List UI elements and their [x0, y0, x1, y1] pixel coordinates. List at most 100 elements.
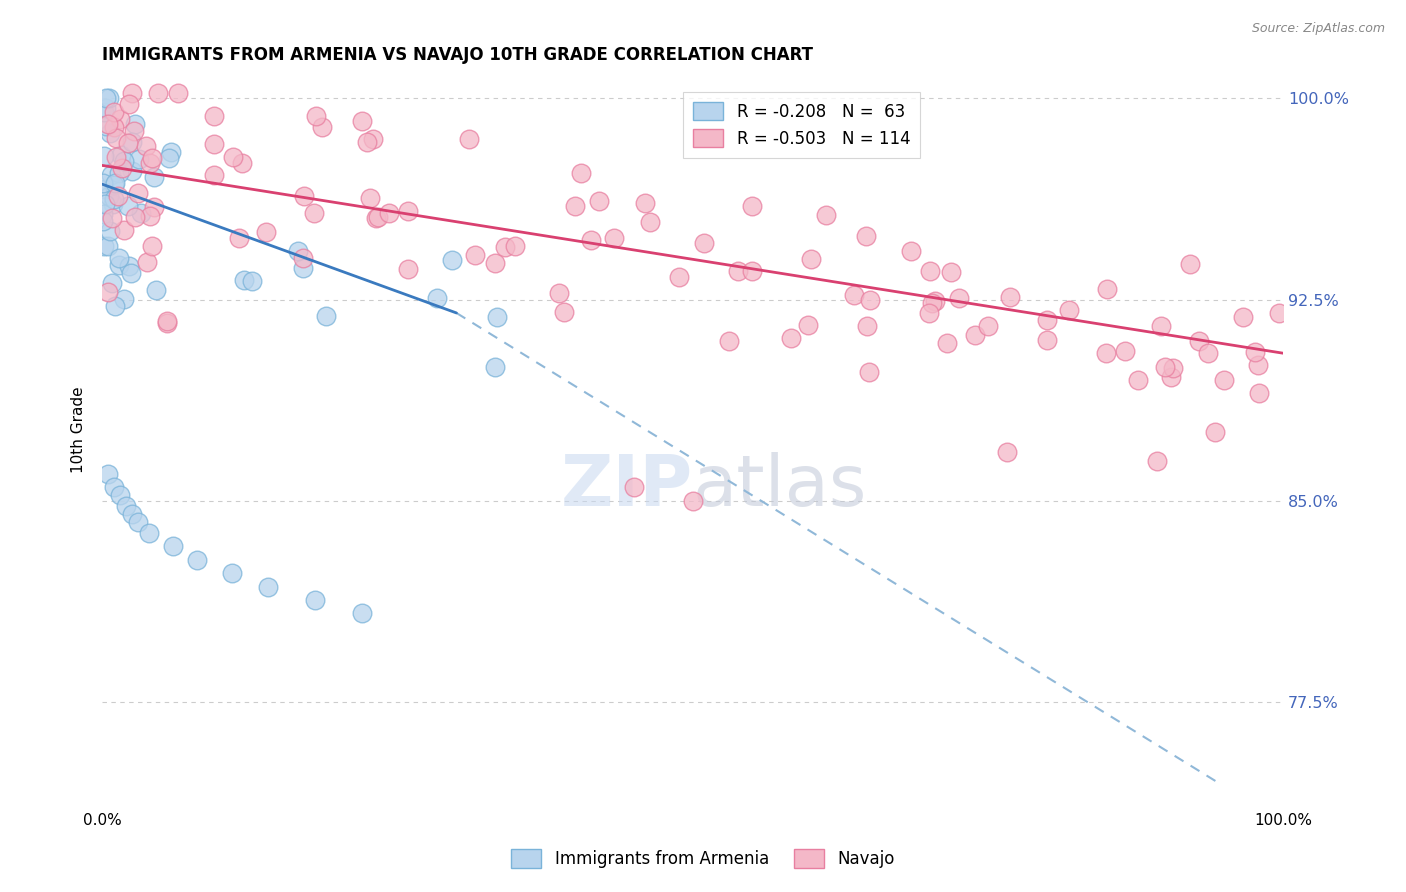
Point	[256, 580, 278, 594]
Point	[305, 109, 328, 123]
Point	[101, 211, 124, 226]
Point	[1036, 312, 1059, 326]
Point	[94, 182, 117, 196]
Point	[1161, 360, 1184, 375]
Point	[797, 318, 820, 332]
Point	[108, 488, 131, 502]
Point	[128, 153, 150, 167]
Point	[120, 266, 142, 280]
Point	[948, 291, 970, 305]
Point	[1188, 334, 1211, 348]
Point	[977, 319, 1000, 334]
Point	[359, 191, 381, 205]
Point	[505, 239, 527, 253]
Point	[458, 132, 481, 146]
Point	[97, 285, 120, 299]
Point	[364, 211, 387, 225]
Point	[148, 86, 170, 100]
Point	[963, 327, 986, 342]
Point	[101, 196, 124, 211]
Point	[103, 120, 125, 134]
Point	[426, 291, 449, 305]
Point	[995, 445, 1018, 459]
Point	[682, 493, 704, 508]
Point	[564, 199, 586, 213]
Point	[93, 214, 115, 228]
Point	[107, 166, 129, 180]
Point	[727, 264, 749, 278]
Point	[1212, 373, 1234, 387]
Point	[117, 199, 139, 213]
Point	[112, 154, 135, 169]
Point	[855, 228, 877, 243]
Point	[440, 253, 463, 268]
Point	[97, 467, 120, 481]
Point	[103, 192, 125, 206]
Point	[124, 117, 146, 131]
Point	[918, 306, 941, 320]
Point	[121, 164, 143, 178]
Point	[548, 285, 571, 300]
Point	[311, 120, 333, 135]
Point	[104, 299, 127, 313]
Point	[108, 259, 131, 273]
Point	[142, 170, 165, 185]
Point	[98, 91, 121, 105]
Point	[1036, 333, 1059, 347]
Point	[94, 91, 117, 105]
Point	[304, 593, 326, 607]
Point	[93, 239, 115, 253]
Point	[139, 209, 162, 223]
Point	[108, 252, 131, 266]
Point	[1204, 425, 1226, 440]
Point	[108, 112, 131, 127]
Point	[98, 189, 121, 203]
Point	[302, 206, 325, 220]
Point	[1128, 373, 1150, 387]
Text: atlas: atlas	[693, 451, 868, 521]
Text: IMMIGRANTS FROM ARMENIA VS NAVAJO 10TH GRADE CORRELATION CHART: IMMIGRANTS FROM ARMENIA VS NAVAJO 10TH G…	[103, 46, 813, 64]
Point	[254, 225, 277, 239]
Point	[638, 214, 661, 228]
Point	[859, 293, 882, 307]
Point	[93, 105, 115, 120]
Y-axis label: 10th Grade: 10th Grade	[72, 386, 86, 473]
Point	[378, 206, 401, 220]
Point	[121, 135, 143, 149]
Point	[569, 166, 592, 180]
Point	[858, 365, 880, 379]
Point	[93, 196, 115, 211]
Point	[602, 230, 624, 244]
Point	[143, 200, 166, 214]
Point	[292, 188, 315, 202]
Point	[231, 156, 253, 170]
Point	[668, 269, 690, 284]
Point	[162, 539, 184, 553]
Point	[202, 168, 225, 182]
Point	[814, 208, 837, 222]
Point	[135, 139, 157, 153]
Point	[924, 294, 946, 309]
Point	[1247, 358, 1270, 372]
Point	[93, 149, 115, 163]
Point	[93, 177, 115, 191]
Point	[103, 105, 125, 120]
Point	[105, 131, 128, 145]
Point	[396, 203, 419, 218]
Point	[141, 151, 163, 165]
Point	[363, 131, 385, 145]
Point	[1114, 343, 1136, 358]
Point	[1178, 256, 1201, 270]
Point	[202, 136, 225, 151]
Point	[553, 304, 575, 318]
Point	[104, 149, 127, 163]
Point	[856, 319, 879, 334]
Point	[167, 86, 190, 100]
Point	[97, 117, 120, 131]
Point	[96, 120, 118, 134]
Point	[124, 124, 146, 138]
Point	[1249, 386, 1271, 401]
Point	[484, 359, 506, 374]
Point	[100, 168, 122, 182]
Point	[367, 210, 389, 224]
